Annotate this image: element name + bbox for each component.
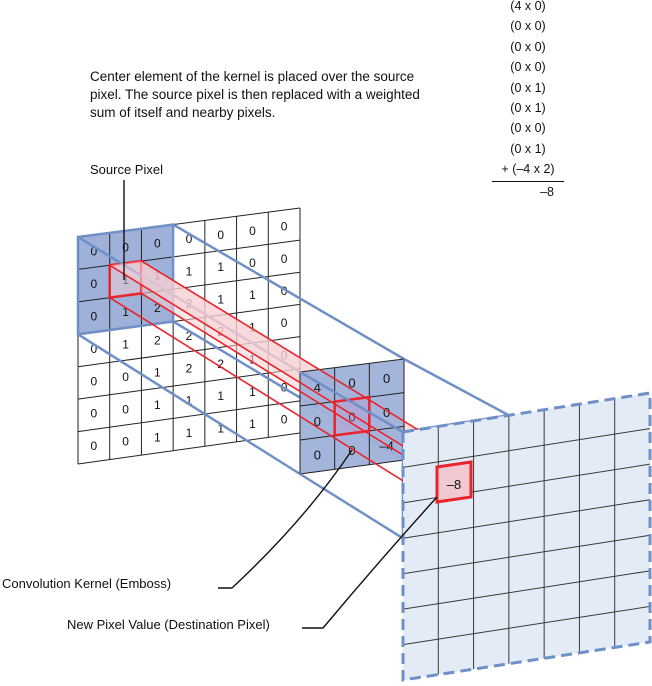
source-pixel-value: 0: [122, 240, 129, 254]
source-pixel-value: 0: [281, 252, 288, 266]
source-pixel-value: 0: [91, 309, 98, 323]
source-pixel-value: 0: [281, 220, 288, 234]
source-pixel-value: 1: [249, 417, 256, 431]
calc-term: (0 x 1): [492, 139, 564, 159]
kernel-label: Convolution Kernel (Emboss): [2, 576, 171, 591]
source-pixel-value: 0: [217, 228, 224, 242]
source-pixel-value: 1: [249, 288, 256, 302]
kernel-value: –4: [379, 438, 393, 453]
source-pixel-value: 0: [91, 277, 98, 291]
source-pixel-value: 1: [154, 366, 161, 380]
calc-result: –8: [492, 182, 564, 202]
calc-term: + (–4 x 2): [492, 159, 564, 179]
source-pixel-value: 2: [154, 333, 161, 347]
destination-plane: [403, 393, 650, 680]
destination-projection-edge: [300, 474, 403, 538]
source-pixel-value: 1: [186, 426, 193, 440]
source-pixel-value: 0: [249, 256, 256, 270]
calc-term: (0 x 1): [492, 98, 564, 118]
kernel-value: 0: [383, 371, 390, 386]
source-pixel-value: 1: [217, 292, 224, 306]
destination-pixel-value: –8: [447, 477, 461, 492]
source-pixel-value: 1: [154, 398, 161, 412]
kernel-value: 0: [314, 448, 321, 463]
source-pixel-value: 1: [217, 260, 224, 274]
source-pixel-value: 0: [249, 224, 256, 238]
source-pixel-value: 0: [122, 370, 129, 384]
weighted-sum-calculation: (4 x 0) (0 x 0) (0 x 0) (0 x 0) (0 x 1) …: [492, 0, 564, 202]
source-pixel-value: 1: [217, 389, 224, 403]
calc-term: (0 x 0): [492, 16, 564, 36]
destination-label: New Pixel Value (Destination Pixel): [67, 617, 270, 632]
source-pixel-value: 0: [281, 413, 288, 427]
calc-term: (0 x 0): [492, 57, 564, 77]
source-pixel-value: 0: [122, 402, 129, 416]
source-pixel-value: 0: [91, 439, 98, 453]
calc-term: (0 x 0): [492, 37, 564, 57]
description-text: Center element of the kernel is placed o…: [90, 68, 430, 122]
calc-term: (0 x 1): [492, 78, 564, 98]
source-pixel-value: 1: [154, 430, 161, 444]
source-pixel-value: 1: [122, 338, 129, 352]
calc-term: (0 x 0): [492, 118, 564, 138]
source-pixel-value: 0: [154, 236, 161, 250]
source-pixel-value: 1: [186, 264, 193, 278]
source-pixel-value: 0: [281, 316, 288, 330]
kernel-leader: [218, 450, 352, 588]
source-pixel-label: Source Pixel: [90, 162, 163, 177]
source-pixel-value: 0: [91, 407, 98, 421]
destination-projection-edge: [404, 359, 509, 415]
calc-term: (4 x 0): [492, 0, 564, 16]
source-pixel-value: 0: [122, 435, 129, 449]
source-pixel-value: 0: [91, 374, 98, 388]
source-pixel-value: 2: [186, 361, 193, 375]
